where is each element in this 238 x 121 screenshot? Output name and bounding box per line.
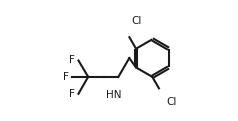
Text: F: F — [69, 89, 75, 99]
Text: Cl: Cl — [131, 16, 142, 26]
Text: HN: HN — [106, 90, 121, 100]
Text: Cl: Cl — [167, 97, 177, 107]
Text: F: F — [69, 55, 75, 65]
Text: F: F — [63, 72, 68, 82]
